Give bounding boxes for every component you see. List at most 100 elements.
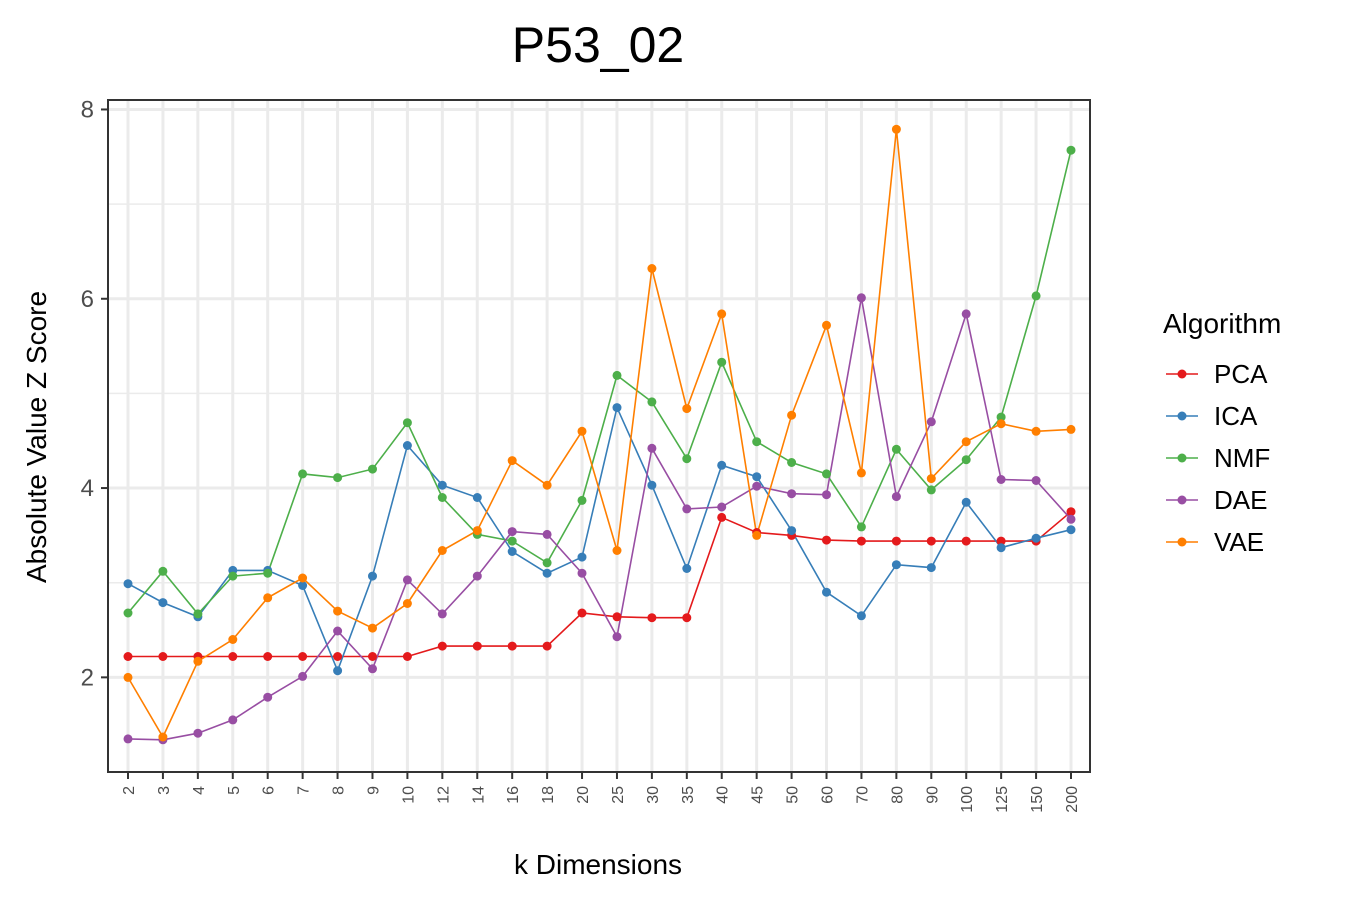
series-line-dae (127, 297, 1072, 741)
data-point-vae (856, 468, 866, 478)
x-tick-label: 30 (645, 786, 662, 804)
data-point-nmf (856, 522, 866, 532)
data-point-vae (298, 573, 308, 583)
data-point-pca (333, 652, 343, 661)
data-point-nmf (263, 568, 273, 578)
data-point-pca (298, 652, 308, 661)
data-point-ica (472, 493, 482, 502)
data-point-nmf (193, 609, 203, 619)
data-point-vae (228, 635, 238, 644)
data-point-vae (752, 530, 762, 540)
data-point-nmf (507, 536, 517, 546)
data-point-nmf (961, 455, 971, 465)
x-tick-label: 150 (1029, 786, 1046, 813)
data-point-vae (926, 474, 936, 484)
data-point-pca (123, 652, 133, 661)
data-point-ica (682, 564, 692, 573)
data-point-pca (1066, 507, 1076, 517)
y-tick-label: 4 (81, 475, 94, 502)
data-point-dae (612, 632, 622, 642)
series-line-pca (128, 511, 1072, 658)
x-tick-label: 20 (575, 786, 592, 804)
series-lines (127, 129, 1072, 741)
x-tick-label: 45 (750, 786, 767, 804)
data-point-pca (577, 608, 587, 618)
data-point-pca (612, 612, 622, 622)
data-point-pca (926, 536, 936, 546)
data-point-vae (263, 593, 273, 603)
data-point-vae (682, 404, 692, 414)
data-point-ica (158, 598, 168, 608)
data-point-dae (717, 502, 727, 512)
data-point-vae (717, 309, 727, 319)
series-line-nmf (127, 150, 1072, 616)
x-tick-label: 100 (959, 786, 976, 813)
data-point-pca (472, 641, 482, 651)
data-point-ica (787, 526, 797, 536)
data-point-nmf (577, 495, 587, 505)
x-tick-label: 5 (226, 786, 243, 795)
data-point-nmf (612, 370, 622, 380)
data-point-nmf (926, 485, 936, 495)
data-point-pca (717, 512, 727, 522)
major-gridlines (108, 100, 1090, 772)
x-tick-label: 125 (994, 786, 1011, 813)
data-point-nmf (647, 397, 657, 407)
data-point-dae (961, 309, 971, 319)
x-tick-label: 8 (331, 786, 348, 795)
legend-label-dae: DAE (1214, 485, 1267, 515)
x-tick-label: 60 (820, 786, 837, 804)
data-point-dae (647, 443, 657, 453)
data-point-nmf (402, 418, 412, 428)
data-point-ica (961, 497, 971, 507)
x-tick-label: 40 (715, 786, 732, 804)
data-point-pca (263, 652, 273, 661)
data-point-pca (368, 652, 377, 661)
data-point-dae (193, 728, 203, 738)
x-axis: 2 3 4 5 6 7 8 9 10 12 14 16 18 20 25 30 35 40 45 50 60 70 80 90… (121, 772, 1081, 813)
data-point-pca (402, 652, 412, 661)
data-point-vae (996, 419, 1006, 429)
data-point-pca (647, 613, 657, 623)
y-tick-label: 8 (81, 96, 94, 123)
data-point-dae (787, 489, 797, 499)
x-tick-label: 7 (296, 786, 313, 795)
data-point-pca (961, 536, 971, 546)
data-point-nmf (717, 357, 727, 367)
data-point-vae (542, 480, 552, 490)
data-point-ica (647, 480, 657, 490)
minor-gridlines (108, 203, 1090, 584)
y-tick-label: 6 (81, 286, 94, 313)
legend-swatch-point-dae (1177, 495, 1187, 505)
data-point-ica (891, 560, 901, 570)
data-point-dae (333, 626, 343, 636)
data-point-pca (682, 613, 692, 623)
data-point-nmf (996, 412, 1006, 422)
data-point-ica (996, 543, 1006, 553)
data-point-ica (856, 611, 866, 621)
data-point-ica (1031, 533, 1041, 543)
data-point-nmf (891, 444, 901, 454)
y-axis: 2 4 6 8 (81, 96, 108, 691)
data-point-dae (996, 475, 1006, 484)
data-point-dae (1066, 514, 1076, 524)
data-point-vae (123, 672, 133, 682)
x-tick-label: 35 (680, 786, 697, 804)
data-point-dae (856, 293, 866, 303)
data-point-dae (752, 481, 762, 491)
x-tick-label: 12 (435, 786, 452, 804)
data-point-dae (542, 529, 552, 539)
data-point-dae (228, 715, 238, 725)
legend-label-pca: PCA (1214, 359, 1268, 389)
x-tick-label: 16 (505, 786, 522, 804)
data-point-nmf (787, 458, 797, 467)
x-tick-label: 6 (261, 786, 278, 795)
series-line-ica (127, 405, 1072, 673)
y-axis-title: Absolute Value Z Score (21, 291, 52, 583)
y-tick-label: 2 (81, 664, 94, 691)
x-tick-label: 14 (470, 786, 487, 804)
data-point-vae (612, 546, 622, 555)
data-point-nmf (822, 469, 831, 479)
data-point-nmf (158, 566, 168, 576)
plot-panel-border (107, 99, 1091, 773)
